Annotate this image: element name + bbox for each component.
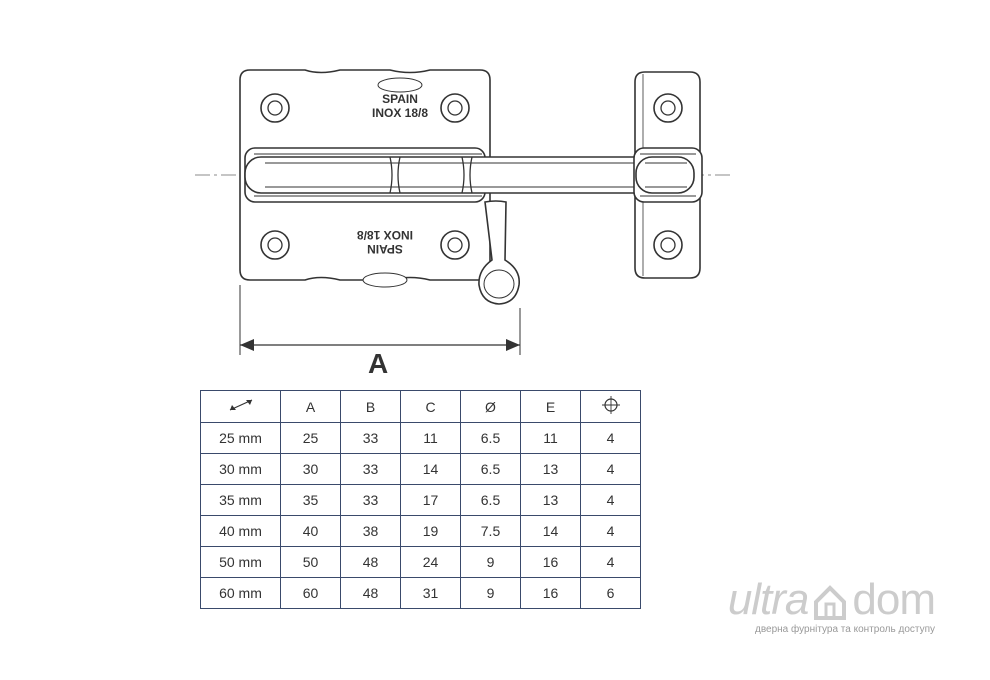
arrow-icon-header <box>201 391 281 423</box>
table-row: 30 mm3033146.5134 <box>201 454 641 485</box>
spec-table: A B C Ø E 25 mm2533116.5114 30 mm3033146… <box>200 390 641 609</box>
table-row: 50 mm5048249164 <box>201 547 641 578</box>
col-a: A <box>281 391 341 423</box>
watermark-tagline: дверна фурнітура та контроль доступу <box>755 624 935 635</box>
table-row: 40 mm4038197.5144 <box>201 516 641 547</box>
house-icon <box>808 580 852 624</box>
watermark-prefix: ultra <box>728 575 809 624</box>
stamp-text: INOX 18/8 <box>372 106 428 120</box>
svg-text:SPAIN: SPAIN <box>367 242 403 256</box>
col-b: B <box>341 391 401 423</box>
col-c: C <box>401 391 461 423</box>
table-row: 60 mm6048319166 <box>201 578 641 609</box>
watermark-suffix: dom <box>852 575 935 624</box>
stamp-text: SPAIN <box>382 92 418 106</box>
barrel-bolt-diagram: SPAIN INOX 18/8 SPAIN INOX 18/8 <box>190 20 790 380</box>
header-row: A B C Ø E <box>201 391 641 423</box>
svg-text:INOX 18/8: INOX 18/8 <box>357 228 413 242</box>
watermark-logo: ultra dom <box>728 575 935 625</box>
table-row: 25 mm2533116.5114 <box>201 423 641 454</box>
hole-icon-header <box>581 391 641 423</box>
col-d: Ø <box>461 391 521 423</box>
technical-drawing: SPAIN INOX 18/8 SPAIN INOX 18/8 <box>190 20 790 380</box>
dimension-a-label: A <box>368 348 388 380</box>
col-e: E <box>521 391 581 423</box>
table-row: 35 mm3533176.5134 <box>201 485 641 516</box>
